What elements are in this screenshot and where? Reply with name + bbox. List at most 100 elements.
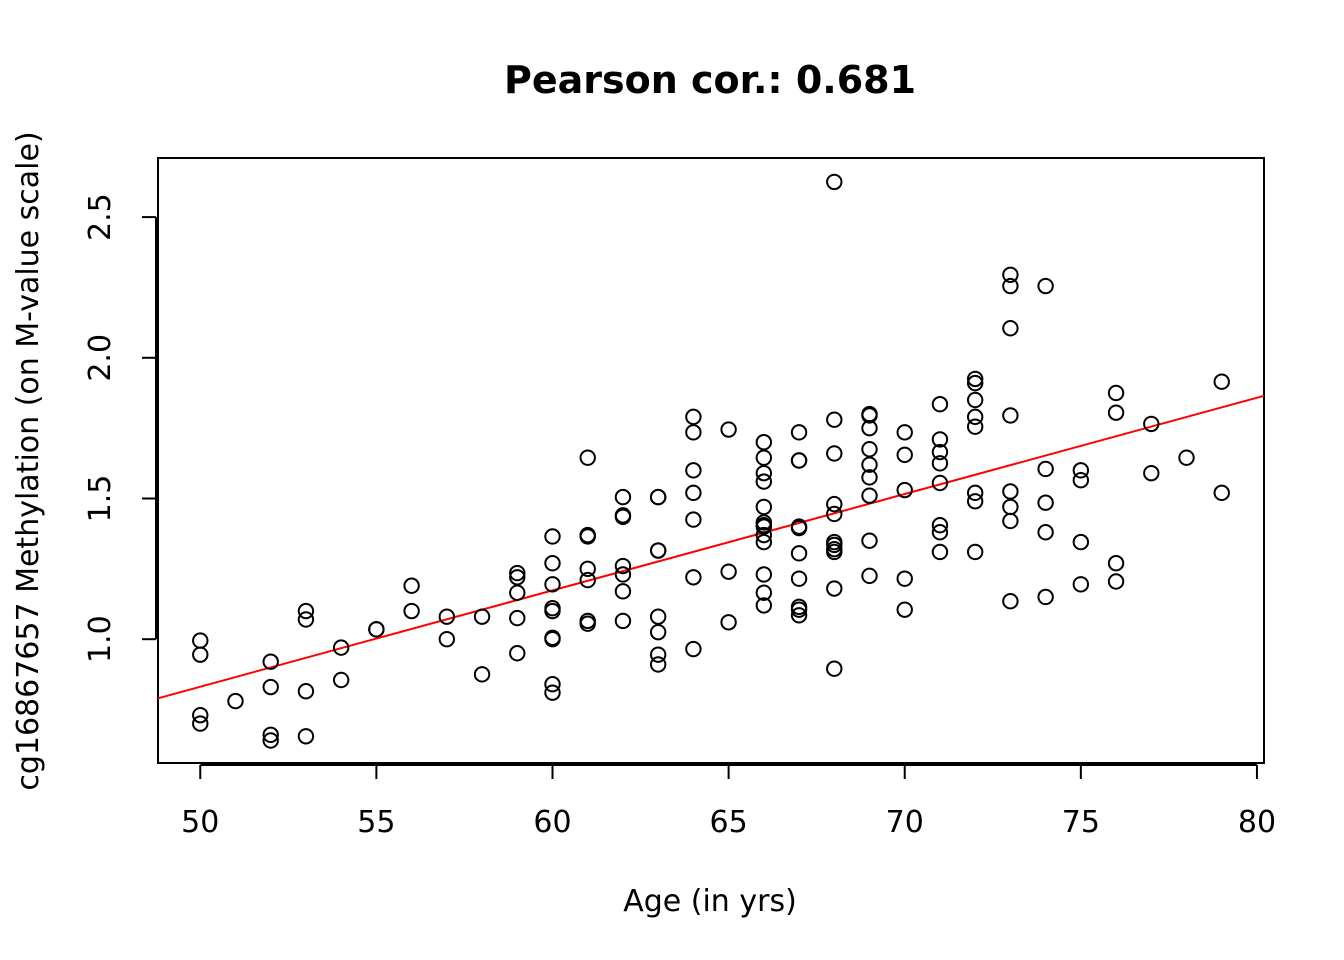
data-point	[1037, 494, 1054, 511]
data-point	[1213, 373, 1230, 390]
data-point	[861, 469, 878, 486]
y-tick-label: 2.0	[83, 334, 118, 382]
data-point	[966, 374, 984, 392]
data-point	[826, 536, 843, 554]
data-point	[297, 683, 315, 700]
data-point	[544, 684, 561, 701]
data-point	[614, 583, 632, 600]
data-point	[1002, 277, 1019, 295]
data-point	[509, 645, 526, 662]
data-point	[685, 569, 702, 586]
data-point	[826, 660, 843, 677]
data-point	[297, 728, 315, 745]
data-point	[614, 566, 632, 583]
x-tick-label: 80	[1238, 805, 1276, 840]
data-point	[826, 411, 843, 428]
data-point	[1037, 588, 1054, 606]
data-point	[473, 666, 491, 683]
data-point	[755, 473, 773, 490]
data-point	[614, 557, 632, 575]
data-point	[1143, 415, 1160, 433]
data-point	[438, 608, 456, 625]
data-point	[403, 577, 420, 594]
x-tick-label: 55	[357, 805, 395, 840]
data-point	[1002, 320, 1019, 337]
data-point	[861, 407, 878, 424]
data-point	[755, 597, 773, 614]
data-point	[861, 419, 878, 437]
data-point	[826, 580, 843, 597]
x-tick-label: 60	[533, 805, 571, 840]
data-point	[262, 678, 279, 696]
data-point	[685, 462, 702, 479]
data-point	[1143, 464, 1160, 482]
data-point	[931, 474, 949, 492]
data-point	[649, 542, 667, 559]
data-point	[192, 715, 209, 732]
data-point	[297, 602, 315, 620]
data-point	[755, 566, 773, 583]
y-axis: 1.0 1.5 2.0 2.5	[83, 193, 157, 663]
data-point	[368, 621, 385, 638]
data-point	[227, 692, 244, 710]
data-point	[966, 370, 984, 388]
data-point	[1002, 592, 1019, 610]
data-point	[1002, 512, 1019, 530]
data-point	[192, 646, 209, 663]
data-point	[966, 408, 984, 426]
data-point	[544, 528, 561, 545]
data-point	[790, 607, 808, 624]
data-point	[438, 630, 456, 648]
data-point	[755, 434, 773, 451]
y-axis-title: cg16867657 Methylation (on M-value scale…	[11, 131, 46, 790]
data-point	[649, 623, 667, 641]
data-point	[755, 533, 773, 551]
data-point	[1178, 449, 1195, 466]
data-point	[966, 484, 984, 502]
data-point	[1002, 498, 1019, 516]
data-point	[790, 545, 808, 562]
y-tick-label: 1.0	[83, 615, 118, 663]
data-point	[544, 630, 561, 648]
chart-title: Pearson cor.: 0.681	[504, 58, 916, 102]
data-point	[509, 584, 526, 601]
data-point	[1002, 266, 1019, 283]
data-point	[1072, 576, 1090, 593]
x-axis-title: Age (in yrs)	[623, 884, 797, 919]
data-point	[931, 543, 949, 561]
data-point	[649, 608, 667, 625]
data-point	[861, 456, 878, 473]
data-point	[931, 517, 949, 534]
data-point	[332, 639, 350, 656]
data-point	[931, 524, 949, 541]
data-point	[297, 611, 315, 628]
x-tick-label: 75	[1062, 805, 1100, 840]
data-point	[755, 449, 773, 466]
data-point	[262, 653, 279, 670]
data-point	[966, 543, 984, 561]
data-point	[931, 443, 949, 461]
x-tick-label: 70	[886, 805, 924, 840]
data-point	[649, 488, 667, 506]
data-point	[861, 441, 878, 458]
data-point	[896, 601, 913, 618]
data-point	[649, 646, 667, 663]
data-point	[896, 570, 913, 587]
data-point	[509, 569, 526, 586]
data-point	[509, 564, 526, 582]
plot-frame	[157, 157, 1265, 764]
data-point	[1107, 384, 1125, 402]
data-point	[755, 498, 773, 516]
data-point	[262, 732, 279, 749]
data-point	[896, 446, 913, 464]
data-point	[685, 424, 702, 441]
data-point	[332, 671, 350, 689]
data-point	[544, 576, 561, 593]
x-tick-label: 50	[181, 805, 219, 840]
data-point	[896, 424, 913, 441]
fit-line-layer	[157, 394, 1265, 700]
data-point	[473, 608, 491, 625]
data-point	[720, 614, 737, 631]
data-point	[755, 518, 773, 535]
